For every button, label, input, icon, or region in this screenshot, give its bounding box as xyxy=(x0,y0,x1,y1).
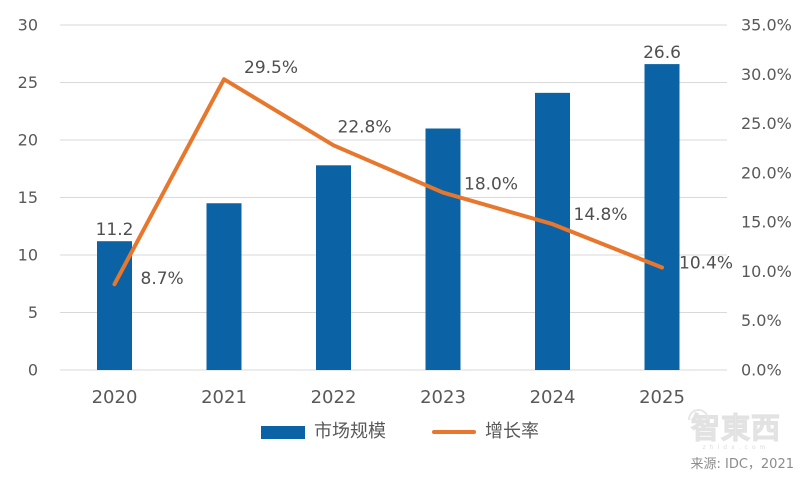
line-data-label: 14.8% xyxy=(574,205,628,225)
x-axis-label: 2025 xyxy=(639,387,685,408)
left-axis-tick-label: 0 xyxy=(28,361,38,380)
x-axis-label: 2023 xyxy=(420,387,466,408)
right-axis-tick-label: 35.0% xyxy=(741,16,792,35)
bar-series-swatch-icon xyxy=(261,425,305,439)
x-axis-label: 2021 xyxy=(201,387,247,408)
line-data-label: 22.8% xyxy=(338,117,392,137)
source-note: 来源: IDC，2021 xyxy=(690,457,794,472)
left-axis-tick-label: 25 xyxy=(18,73,38,92)
left-axis-tick-label: 20 xyxy=(18,131,38,150)
left-axis-tick-label: 5 xyxy=(28,303,38,322)
right-axis-tick-label: 15.0% xyxy=(741,213,792,232)
right-axis-tick-label: 5.0% xyxy=(741,311,782,330)
line-data-label: 10.4% xyxy=(679,253,733,273)
left-axis-tick-label: 30 xyxy=(18,16,38,35)
line-data-label: 18.0% xyxy=(464,175,518,195)
legend-item-growth-rate: 增长率 xyxy=(432,423,539,441)
left-axis-tick-label: 15 xyxy=(18,188,38,207)
right-axis-tick-label: 20.0% xyxy=(741,163,792,182)
line-series-swatch-icon xyxy=(432,430,476,434)
x-axis-label: 2024 xyxy=(530,387,576,408)
bar-data-label: 11.2 xyxy=(96,220,134,240)
legend: 市场规模 增长率 xyxy=(0,423,800,441)
x-axis-label: 2022 xyxy=(311,387,357,408)
right-axis-tick-label: 10.0% xyxy=(741,262,792,281)
left-axis-tick-label: 10 xyxy=(18,246,38,265)
bar-2025 xyxy=(644,64,680,370)
bar-2022 xyxy=(316,165,351,370)
line-data-label: 29.5% xyxy=(244,58,298,78)
bar-2021 xyxy=(206,203,242,370)
growth-rate-line xyxy=(112,77,664,287)
legend-item-market-size: 市场规模 xyxy=(261,423,386,441)
right-axis-tick-label: 25.0% xyxy=(741,114,792,133)
combo-chart: 0510152025300.0%5.0%10.0%15.0%20.0%25.0%… xyxy=(18,16,792,409)
bar-2023 xyxy=(425,128,461,370)
line-data-label: 8.7% xyxy=(141,269,184,289)
bar-2024 xyxy=(535,92,570,370)
bar-data-label: 26.6 xyxy=(643,43,681,63)
right-axis-tick-label: 30.0% xyxy=(741,65,792,84)
watermark-subtext: zhidx.com xyxy=(702,444,770,451)
right-axis-tick-label: 0.0% xyxy=(741,361,782,380)
x-axis-label: 2020 xyxy=(92,387,138,408)
legend-label-market-size: 市场规模 xyxy=(314,421,386,442)
legend-label-growth-rate: 增长率 xyxy=(485,421,539,442)
